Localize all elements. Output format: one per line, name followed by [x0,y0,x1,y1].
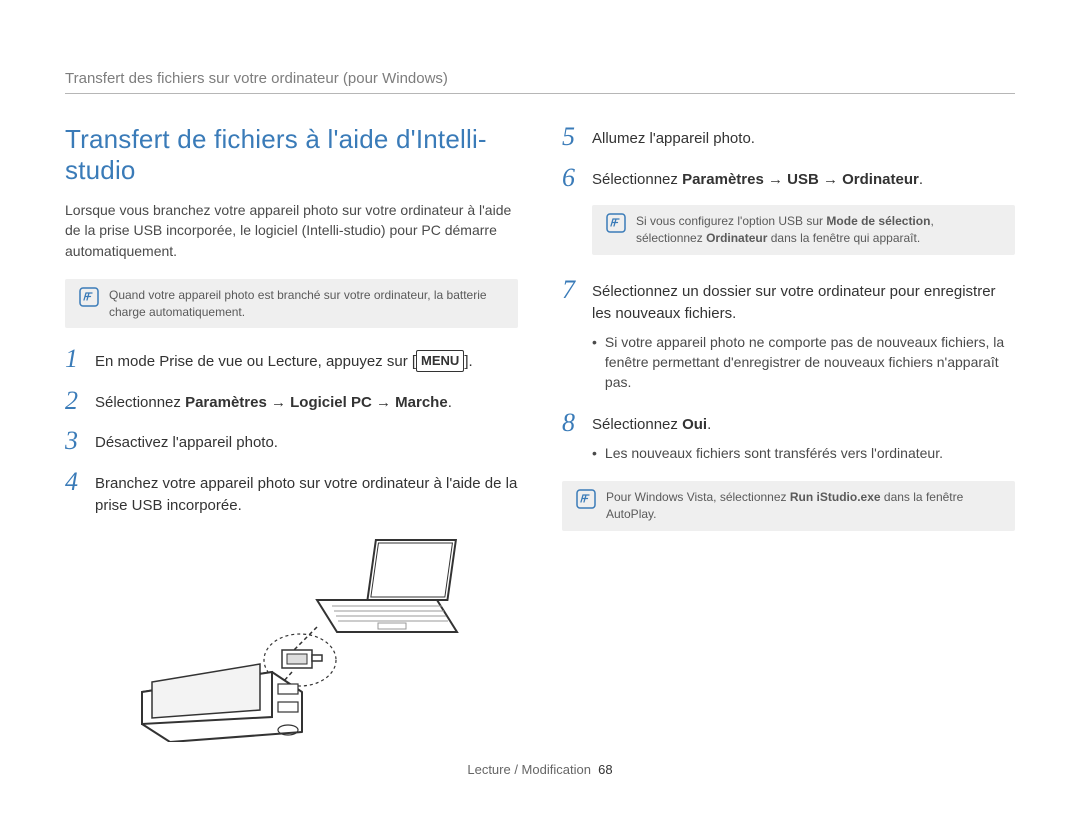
step-number: 5 [562,124,580,150]
note-icon [79,287,99,312]
step-body: Allumez l'appareil photo. [592,124,755,151]
step-bold: Paramètres → Logiciel PC → Marche [185,394,448,411]
step-text-end: . [468,353,472,370]
footer-page-number: 68 [598,762,612,777]
step-body: Désactivez l'appareil photo. [95,428,278,455]
step-body: Branchez votre appareil photo sur votre … [95,469,518,518]
note-icon [606,213,626,238]
section-title: Transfert de fichiers à l'aide d'Intelli… [65,124,518,186]
note-bold: Run iStudio.exe [790,490,881,504]
step-number: 8 [562,410,580,436]
camera-icon [142,664,302,742]
note-text: Quand votre appareil photo est branché s… [109,287,504,321]
right-step-list-b: 7 Sélectionnez un dossier sur votre ordi… [562,277,1015,468]
two-column-layout: Transfert de fichiers à l'aide d'Intelli… [65,124,1015,747]
left-step-list: 1 En mode Prise de vue ou Lecture, appuy… [65,346,518,518]
menu-button-label: MENU [416,350,464,372]
note-bold: Mode de sélection [826,214,930,228]
step-body: Sélectionnez Oui. Les nouveaux fichiers … [592,410,943,467]
step-number: 4 [65,469,83,495]
step-body: En mode Prise de vue ou Lecture, appuyez… [95,346,473,374]
step-text: Sélectionnez [592,416,678,433]
step-text-end: . [448,394,452,411]
step-text: Sélectionnez [592,171,678,188]
breadcrumb: Transfert des fichiers sur votre ordinat… [65,70,1015,94]
bullet-item: Si votre appareil photo ne comporte pas … [592,332,1015,393]
step-bullets: Si votre appareil photo ne comporte pas … [592,332,1015,393]
step-bold: Oui [682,416,707,433]
bullet-item: Les nouveaux fichiers sont transférés ve… [592,443,943,463]
note-span: Pour Windows Vista, sélectionnez [606,490,787,504]
intro-text: Lorsque vous branchez votre appareil pho… [65,200,518,261]
right-column: 5 Allumez l'appareil photo. 6 Sélectionn… [562,124,1015,747]
bullet-text: Les nouveaux fichiers sont transférés ve… [605,443,943,463]
note-text: Pour Windows Vista, sélectionnez Run iSt… [606,489,1001,523]
note-icon [576,489,596,514]
note-text: Si vous configurez l'option USB sur Mode… [636,213,1001,247]
usb-connector-icon [282,650,322,668]
note-box-right-2: Pour Windows Vista, sélectionnez Run iSt… [562,481,1015,531]
step-4: 4 Branchez votre appareil photo sur votr… [65,469,518,518]
step-number: 6 [562,165,580,191]
footer-section: Lecture / Modification [467,762,591,777]
step-body: Sélectionnez Paramètres → USB → Ordinate… [592,165,923,192]
step-8: 8 Sélectionnez Oui. Les nouveaux fichier… [562,410,1015,467]
step-text: En mode Prise de vue ou Lecture, appuyez… [95,353,408,370]
step-1: 1 En mode Prise de vue ou Lecture, appuy… [65,346,518,374]
step-text: Sélectionnez un dossier sur votre ordina… [592,283,996,323]
step-number: 2 [65,388,83,414]
step-3: 3 Désactivez l'appareil photo. [65,428,518,455]
step-6: 6 Sélectionnez Paramètres → USB → Ordina… [562,165,1015,192]
note-box-right-1: Si vous configurez l'option USB sur Mode… [592,205,1015,255]
right-step-list-a: 5 Allumez l'appareil photo. 6 Sélectionn… [562,124,1015,191]
note-bold: Ordinateur [706,231,767,245]
step-number: 1 [65,346,83,372]
step-body: Sélectionnez un dossier sur votre ordina… [592,277,1015,397]
step-body: Sélectionnez Paramètres → Logiciel PC → … [95,388,452,415]
step-text-end: . [919,171,923,188]
bullet-text: Si votre appareil photo ne comporte pas … [605,332,1015,393]
step-bullets: Les nouveaux fichiers sont transférés ve… [592,443,943,463]
step-text: Sélectionnez [95,394,181,411]
step-7: 7 Sélectionnez un dossier sur votre ordi… [562,277,1015,397]
step-number: 3 [65,428,83,454]
step-number: 7 [562,277,580,303]
manual-page: Transfert des fichiers sur votre ordinat… [0,0,1080,815]
step-2: 2 Sélectionnez Paramètres → Logiciel PC … [65,388,518,415]
step-5: 5 Allumez l'appareil photo. [562,124,1015,151]
step-bold: Paramètres → USB → Ordinateur [682,171,919,188]
connection-figure [65,532,518,747]
note-box-left: Quand votre appareil photo est branché s… [65,279,518,329]
left-column: Transfert de fichiers à l'aide d'Intelli… [65,124,518,747]
laptop-icon [317,540,457,632]
note-span: dans la fenêtre qui apparaît. [767,231,920,245]
step-text-end: . [707,416,711,433]
note-span: Si vous configurez l'option USB sur [636,214,823,228]
page-footer: Lecture / Modification 68 [0,762,1080,777]
